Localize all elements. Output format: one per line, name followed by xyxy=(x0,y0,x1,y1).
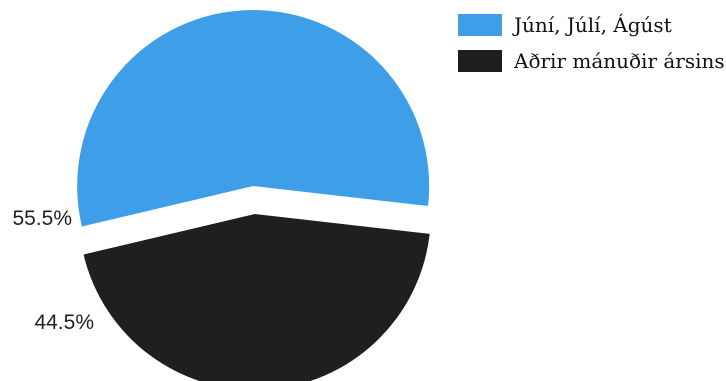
slice-label-2: 44.5% xyxy=(34,311,94,334)
pie-slice-1 xyxy=(77,10,430,227)
slice-labels: 55.5% 44.5% xyxy=(12,207,94,334)
pie-slices xyxy=(77,10,430,381)
legend-swatch-2 xyxy=(458,50,502,72)
slice-label-1: 55.5% xyxy=(12,207,72,230)
legend-label-1: Júní, Júlí, Ágúst xyxy=(512,13,672,37)
legend-label-2: Aðrir mánuðir ársins xyxy=(513,49,725,73)
legend-swatch-1 xyxy=(458,14,502,36)
pie-slice-2 xyxy=(83,213,430,381)
legend: Júní, Júlí, Ágúst Aðrir mánuðir ársins xyxy=(458,13,725,73)
